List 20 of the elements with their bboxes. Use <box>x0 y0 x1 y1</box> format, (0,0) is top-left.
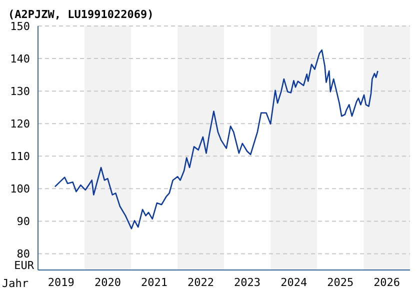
y-tick-label: 130 <box>10 84 30 98</box>
x-tick-label: 2024 <box>280 276 308 289</box>
x-tick-label: 2020 <box>94 276 122 289</box>
y-tick-label: 110 <box>10 150 30 164</box>
y-tick-label: 140 <box>10 52 30 66</box>
chart-title: (A2PJZW, LU1991022069) <box>8 8 154 21</box>
y-tick-label: 150 <box>10 20 30 33</box>
y-tick-label: 120 <box>10 118 30 131</box>
y-tick-label: 100 <box>10 182 30 196</box>
y-tick-label: 90 <box>16 215 30 228</box>
x-tick-label: 2022 <box>188 276 214 289</box>
x-axis-title: Jahr <box>2 277 28 290</box>
x-tick-label: 2021 <box>141 276 168 289</box>
x-tick-label: 2019 <box>48 276 74 289</box>
y-tick-label: 80 <box>16 248 30 261</box>
x-tick-label: 2025 <box>327 276 354 289</box>
x-tick-label: 2023 <box>234 276 260 289</box>
line-series <box>54 49 378 230</box>
y-axis-title: EUR <box>13 259 34 272</box>
x-tick-label: 2026 <box>374 276 400 289</box>
